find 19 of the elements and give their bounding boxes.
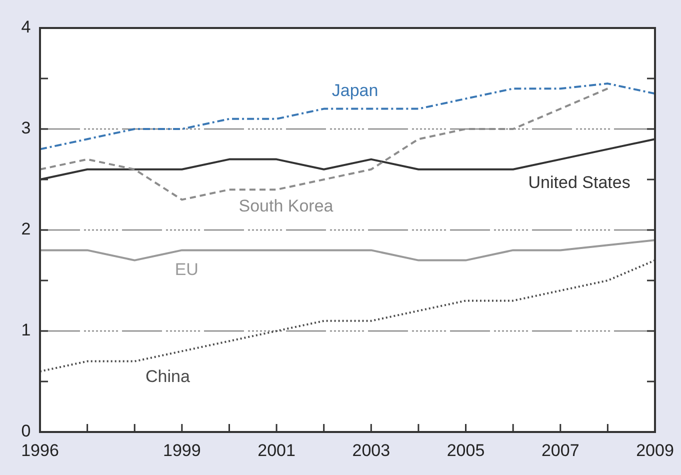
x-tick-label: 2007: [541, 441, 580, 460]
x-tick-label: 2009: [636, 441, 674, 460]
x-tick-label: 2001: [258, 441, 296, 460]
y-tick-label: 4: [21, 17, 31, 36]
series-label: EU: [174, 260, 198, 279]
x-tick-label: 2005: [446, 441, 485, 460]
legend-label: United States: [528, 173, 630, 192]
series-label: China: [146, 366, 190, 386]
series-label: Japan: [332, 81, 378, 100]
y-tick-label: 1: [21, 320, 31, 340]
x-tick-label: 1999: [163, 441, 201, 460]
series-label: South Korea: [238, 196, 334, 216]
line-series: [39, 82, 656, 150]
x-tick-label: 1996: [21, 441, 59, 460]
x-tick-label: 2003: [352, 441, 390, 460]
y-tick-label: 0: [21, 421, 31, 440]
y-tick-label: 2: [21, 219, 31, 238]
line-series: [39, 239, 656, 262]
y-tick-label: 3: [21, 118, 31, 138]
